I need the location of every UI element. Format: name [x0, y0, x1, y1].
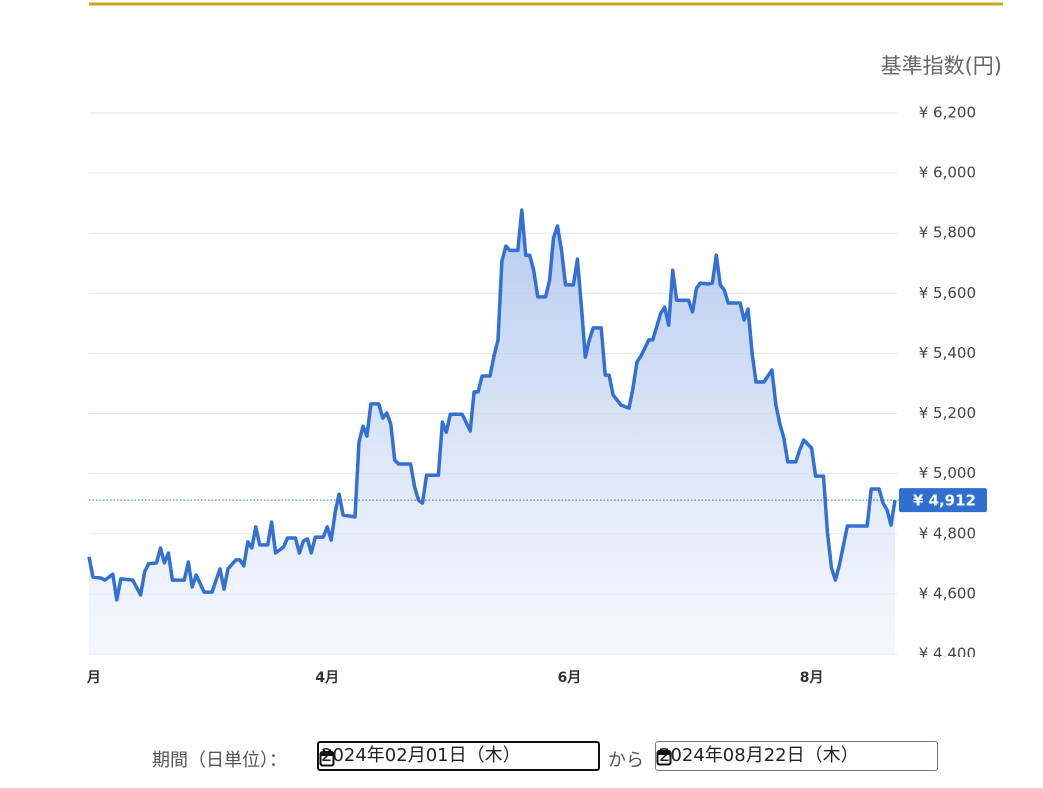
- current-value-label: ¥ 4,912: [913, 492, 976, 510]
- end-date: 2024年08月22日（木）: [659, 745, 859, 766]
- y-tick-label: ¥ 5,800: [919, 224, 976, 242]
- calendar-icon[interactable]: [656, 748, 672, 766]
- y-tick-label: ¥ 5,000: [919, 464, 976, 482]
- separator: から: [608, 750, 644, 771]
- x-tick-label: 6月: [558, 670, 582, 686]
- y-tick-label: ¥ 4,600: [919, 584, 976, 602]
- x-tick-label: 8月: [800, 670, 824, 686]
- x-tick-label: 4月: [315, 670, 339, 686]
- end-date-input[interactable]: 2024年08月22日（木）: [655, 741, 938, 771]
- period-label: 期間（日単位）：: [152, 750, 287, 771]
- price-line: [87, 208, 897, 602]
- y-tick-label: ¥ 4,400: [919, 645, 976, 663]
- y-tick-label: ¥ 5,400: [919, 344, 976, 362]
- area-fill: [89, 210, 895, 654]
- x-tick-label: 2月: [77, 670, 101, 686]
- start-date-input[interactable]: 2024年02月01日（木）: [317, 741, 600, 771]
- calendar-icon[interactable]: [319, 749, 335, 767]
- y-axis-title: 基準指数(円): [881, 54, 1002, 78]
- y-tick-label: ¥ 4,800: [919, 524, 976, 542]
- y-tick-label: ¥ 6,000: [919, 164, 976, 182]
- y-tick-label: ¥ 6,200: [919, 104, 976, 122]
- start-date: 2024年02月01日（木）: [321, 745, 521, 766]
- y-tick-label: ¥ 5,200: [919, 404, 976, 422]
- date-range-controls: 期間（日単位）： 2024年02月01日（木） から 2024年08月22日（木…: [0, 741, 1043, 775]
- current-value-badge: [899, 488, 987, 513]
- y-tick-label: ¥ 5,600: [919, 284, 976, 302]
- chart: 基準指数(円) ¥ 4,912 ¥ 4,400 ¥ 4,600 ¥ 4,800 ¥ 5…: [77, 2, 1003, 686]
